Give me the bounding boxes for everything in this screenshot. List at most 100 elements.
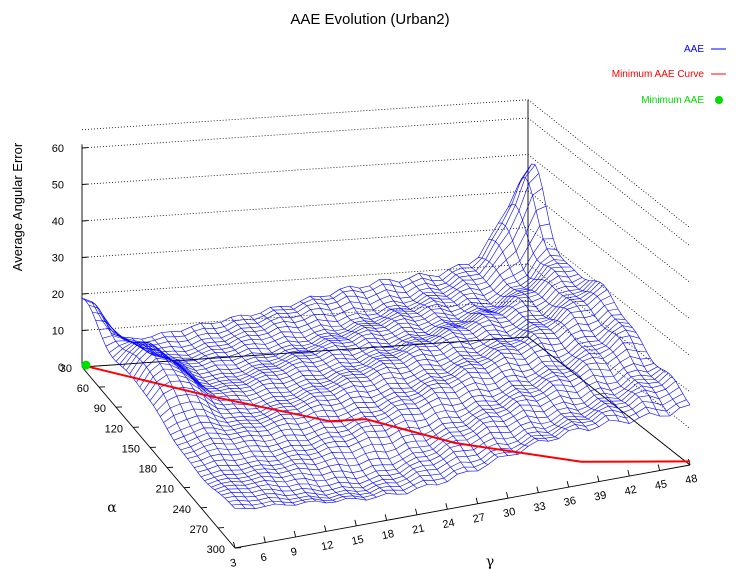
mesh-line-gamma-43	[508, 203, 671, 417]
z-tick-label-4: 40	[52, 216, 64, 228]
gamma-tick-mark-9	[506, 492, 509, 499]
z-tick-label-5: 50	[52, 180, 64, 192]
z-tick-label-2: 20	[52, 289, 64, 301]
mesh-line-alpha-4	[95, 187, 543, 354]
grid-walls	[81, 99, 691, 466]
mesh-line-gamma-8	[161, 332, 317, 502]
minimum-aae-curve-line	[81, 364, 691, 463]
mesh-line-gamma-28	[359, 288, 519, 455]
gamma-tick-label-7: 24	[441, 517, 455, 531]
mesh-line-alpha-0	[81, 170, 529, 340]
mesh-line-gamma-16	[240, 314, 398, 495]
gamma-tick-label-13: 42	[623, 484, 637, 498]
tick-labels: 0 10 20 30 40 50 60 30 60 90 120 150 180 210 240 270 300…	[52, 143, 699, 569]
alpha-tick-label-5: 180	[139, 464, 157, 476]
mesh-line-alpha-43	[228, 393, 683, 502]
gamma-tick-mark-0	[233, 541, 236, 549]
mesh-line-alpha-22	[156, 289, 608, 412]
mesh-line-alpha-7	[105, 238, 554, 362]
alpha-tick-label-1: 60	[77, 383, 89, 395]
wall-gridline-6	[81, 117, 691, 247]
mesh-line-alpha-36	[204, 366, 658, 481]
mesh-line-gamma-4	[121, 336, 276, 505]
gamma-tick-label-3: 12	[320, 539, 334, 553]
mesh-line-gamma-20	[279, 306, 438, 486]
mesh-line-alpha-28	[177, 321, 629, 446]
mesh-line-alpha-32	[190, 342, 644, 464]
mesh-line-gamma-5	[131, 337, 286, 506]
mesh-line-alpha-35	[200, 363, 655, 477]
mesh-line-alpha-25	[166, 308, 619, 429]
mesh-line-gamma-44	[517, 177, 681, 409]
mesh-line-alpha-45	[234, 404, 691, 510]
mesh-line-alpha-31	[187, 335, 640, 459]
gamma-tick-mark-1	[263, 536, 266, 543]
mesh-line-gamma-33	[408, 278, 569, 431]
mesh-line-alpha-10	[115, 259, 565, 371]
mesh-line-gamma-12	[200, 322, 357, 499]
minimum-aae-point-0	[81, 360, 91, 370]
mesh-line-gamma-39	[468, 264, 630, 424]
mesh-line-alpha-6	[102, 223, 550, 359]
gamma-axis-line	[234, 464, 691, 549]
gamma-tick-mark-10	[536, 486, 539, 493]
mesh-line-gamma-18	[260, 312, 418, 489]
gamma-tick-mark-6	[415, 508, 418, 515]
mesh-line-alpha-16	[136, 279, 586, 390]
mesh-line-gamma-10	[180, 331, 337, 503]
alpha-tick-label-4: 150	[122, 443, 140, 455]
mesh-line-alpha-3	[92, 173, 540, 351]
gamma-tick-label-11: 36	[563, 495, 577, 509]
mesh-line-alpha-12	[122, 266, 572, 379]
mesh-line-alpha-23	[160, 295, 611, 417]
mesh-line-gamma-29	[369, 285, 529, 447]
mesh-line-alpha-1	[85, 163, 532, 343]
mesh-line-gamma-27	[349, 285, 509, 456]
mesh-line-gamma-14	[220, 322, 377, 498]
gamma-tick-label-2: 9	[290, 546, 298, 559]
mesh-line-alpha-34	[197, 355, 651, 473]
mesh-line-gamma-22	[299, 301, 458, 475]
mesh-line-gamma-13	[210, 323, 367, 501]
mesh-line-alpha-19	[146, 280, 597, 398]
gamma-tick-label-15: 48	[684, 473, 698, 487]
mesh-line-alpha-2	[88, 164, 536, 347]
mesh-line-gamma-21	[289, 306, 448, 482]
z-tick-label-1: 10	[52, 326, 64, 338]
aae-surface-mesh	[81, 163, 691, 510]
mesh-line-gamma-3	[111, 333, 266, 507]
gamma-tick-label-1: 6	[259, 551, 267, 564]
mesh-line-gamma-17	[250, 315, 408, 495]
z-tick-label-3: 30	[52, 253, 64, 265]
mesh-line-gamma-7	[151, 336, 306, 503]
mesh-line-alpha-33	[194, 348, 647, 468]
gamma-tick-label-12: 39	[593, 489, 607, 503]
mesh-line-gamma-1	[91, 301, 246, 509]
mesh-line-gamma-25	[329, 295, 488, 465]
mesh-line-gamma-38	[458, 264, 620, 422]
gamma-tick-mark-11	[566, 481, 570, 488]
back-base-line	[81, 336, 529, 368]
z-tick-label-0: 0	[58, 362, 64, 374]
mesh-line-alpha-38	[211, 370, 665, 488]
mesh-line-alpha-13	[125, 270, 575, 382]
gamma-tick-mark-13	[627, 469, 630, 477]
mesh-line-gamma-32	[398, 282, 559, 439]
gamma-tick-mark-12	[597, 475, 600, 482]
mesh-line-alpha-44	[231, 399, 687, 506]
axes	[81, 99, 691, 549]
legend-label-aae: AAE	[684, 44, 704, 55]
alpha-tick-label-2: 90	[94, 403, 106, 415]
wall-top-line	[81, 99, 691, 229]
gamma-tick-label-4: 15	[350, 534, 364, 548]
chart-title: AAE Evolution (Urban2)	[290, 11, 449, 28]
gamma-tick-mark-14	[657, 464, 661, 471]
alpha-tick-label-3: 120	[105, 423, 123, 435]
mesh-line-gamma-24	[319, 296, 478, 472]
minimum-aae-point-group	[81, 360, 91, 370]
mesh-line-gamma-42	[498, 222, 660, 417]
gamma-tick-label-0: 3	[229, 557, 237, 569]
alpha-tick-label-7: 240	[173, 504, 191, 516]
legend-label-min-curve: Minimum AAE Curve	[612, 69, 705, 80]
